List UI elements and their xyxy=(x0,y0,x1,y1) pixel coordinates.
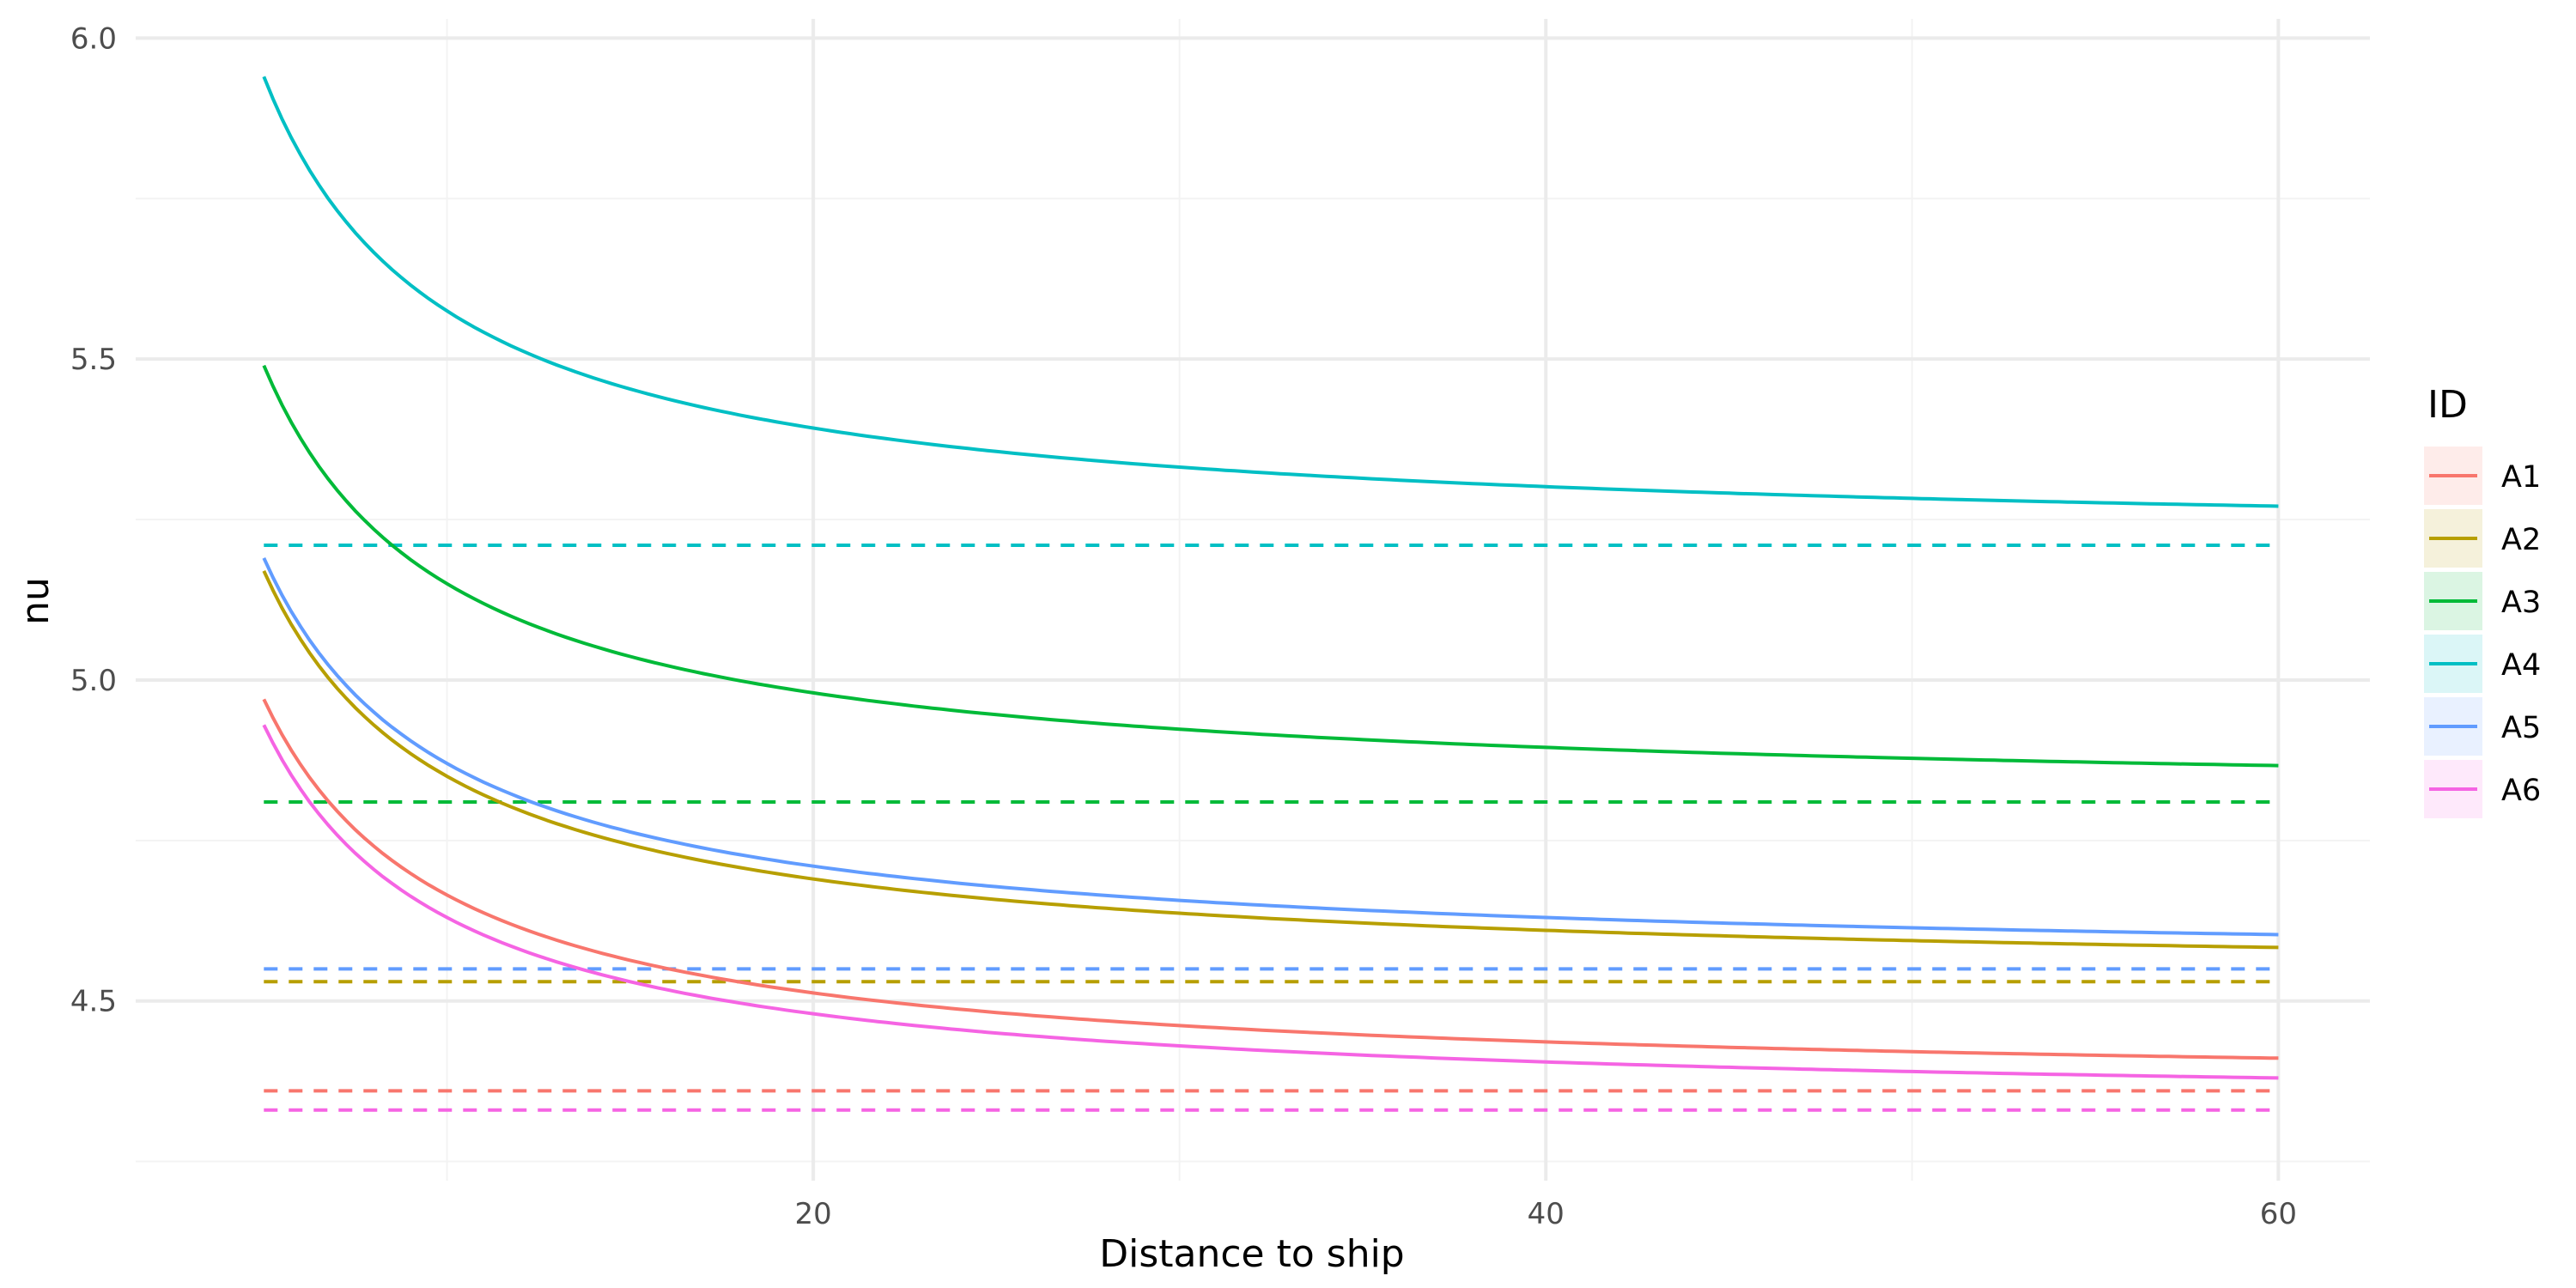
y-tick-label: 4.5 xyxy=(70,985,117,1019)
y-axis-title: nu xyxy=(14,577,58,625)
series-line-A6 xyxy=(262,724,2279,1080)
legend-label-A6: A6 xyxy=(2501,774,2541,808)
legend-label-A2: A2 xyxy=(2501,523,2541,557)
series-line-A1 xyxy=(262,698,2279,1060)
grid xyxy=(136,19,2370,1181)
y-tick-label: 5.5 xyxy=(70,343,117,377)
x-axis-title: Distance to ship xyxy=(1099,1232,1405,1276)
legend-title: ID xyxy=(2427,383,2468,427)
legend-label-A3: A3 xyxy=(2501,586,2541,620)
legend-label-A1: A1 xyxy=(2501,460,2541,495)
y-tick-label: 5.0 xyxy=(70,664,117,698)
series-line-A5 xyxy=(262,557,2279,937)
tick-labels: 20 40 60 4.5 5.0 5.5 6.0 xyxy=(70,21,2297,1231)
legend-label-A4: A4 xyxy=(2501,648,2541,683)
series-line-A2 xyxy=(262,570,2279,950)
x-tick-label: 40 xyxy=(1528,1197,1564,1231)
legend-label-A5: A5 xyxy=(2501,711,2541,745)
x-tick-label: 60 xyxy=(2260,1197,2297,1231)
x-tick-label: 20 xyxy=(794,1197,831,1231)
legend: A1 A2 A3 A4 A5 A6 xyxy=(2424,447,2541,818)
series-line-A3 xyxy=(262,364,2279,768)
asymptote-lines xyxy=(264,543,2279,1112)
y-tick-label: 6.0 xyxy=(70,21,117,56)
series-lines xyxy=(262,76,2279,1080)
series-line-A4 xyxy=(262,76,2279,508)
